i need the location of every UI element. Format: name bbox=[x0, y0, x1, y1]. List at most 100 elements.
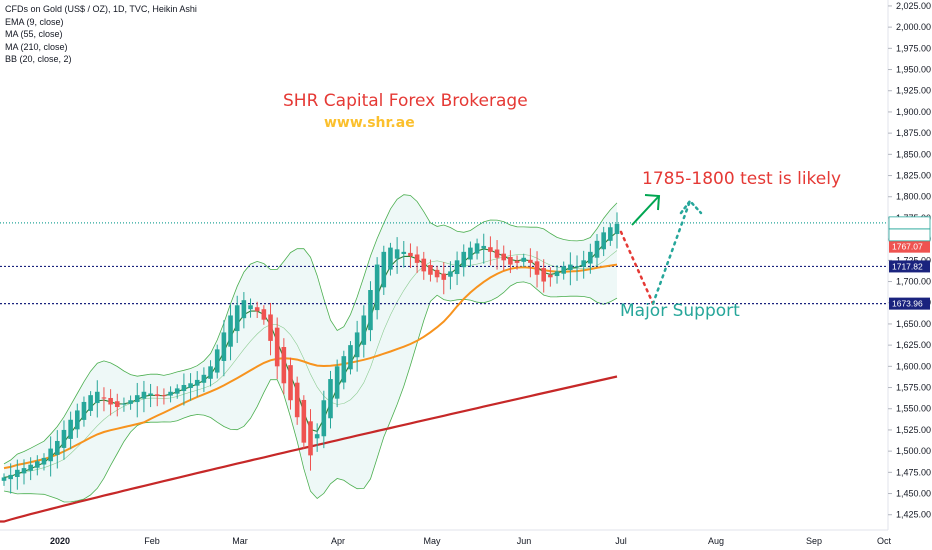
time-tick-label: Jul bbox=[615, 536, 627, 546]
time-tick-label: Jun bbox=[517, 536, 532, 546]
candle-up bbox=[174, 388, 180, 394]
candle-up bbox=[394, 249, 400, 259]
last-price-bg bbox=[889, 216, 930, 229]
candle-up bbox=[208, 366, 213, 379]
candle-down bbox=[408, 252, 413, 257]
candle-up bbox=[234, 305, 240, 332]
candle-up bbox=[521, 257, 527, 262]
candle-up bbox=[8, 474, 13, 480]
last-price-text: 1769.18 bbox=[892, 218, 923, 228]
candle-up bbox=[194, 379, 200, 386]
time-tick-label: Sep bbox=[806, 536, 822, 546]
price-tick-label: 2,025.00 bbox=[896, 1, 931, 11]
candle-down bbox=[514, 260, 520, 263]
candle-up bbox=[88, 395, 93, 411]
candle-up bbox=[588, 251, 593, 264]
candle-down bbox=[114, 401, 120, 408]
candle-up bbox=[41, 457, 47, 465]
candle-down bbox=[274, 327, 280, 367]
candle-down bbox=[281, 347, 287, 384]
current-price-bg bbox=[889, 240, 930, 253]
price-tick-label: 1,425.00 bbox=[896, 510, 931, 520]
candle-up bbox=[181, 384, 187, 392]
candle-up bbox=[461, 251, 467, 268]
candle-down bbox=[541, 268, 547, 282]
candle-up bbox=[134, 395, 140, 403]
candle-down bbox=[434, 269, 440, 278]
candle-up bbox=[594, 240, 600, 258]
candle-up bbox=[148, 393, 153, 396]
candle-up bbox=[468, 247, 473, 260]
projection-arrow-head bbox=[679, 199, 703, 215]
price-tick-label: 1,450.00 bbox=[896, 489, 931, 499]
candle-up bbox=[48, 448, 53, 462]
price-tick-label: 1,975.00 bbox=[896, 43, 931, 53]
candle-down bbox=[154, 394, 160, 397]
candle-up bbox=[614, 223, 620, 235]
candle-down bbox=[421, 258, 427, 272]
time-tick-label: Apr bbox=[331, 536, 345, 546]
projection-path bbox=[619, 194, 703, 305]
candle-down bbox=[261, 309, 267, 320]
price-tick-label: 1,900.00 bbox=[896, 107, 931, 117]
legend-ma55: MA (55, close) bbox=[5, 29, 63, 39]
candle-up bbox=[314, 434, 320, 439]
price-tick-label: 2,000.00 bbox=[896, 22, 931, 32]
time-tick-label: May bbox=[423, 536, 441, 546]
candle-up bbox=[561, 266, 566, 274]
candle-down bbox=[508, 256, 513, 265]
candle-down bbox=[528, 259, 533, 263]
candle-up bbox=[554, 271, 560, 277]
projection-up-dots bbox=[651, 199, 692, 305]
candle-up bbox=[581, 260, 586, 267]
level-2-price-bg bbox=[889, 297, 930, 310]
price-tick-label: 1,825.00 bbox=[896, 171, 931, 181]
candle-down bbox=[414, 254, 420, 263]
candle-down bbox=[101, 397, 107, 399]
candle-up bbox=[74, 410, 80, 430]
ma-55-line bbox=[3, 263, 618, 470]
price-tick-label: 1,925.00 bbox=[896, 86, 931, 96]
candle-up bbox=[35, 461, 40, 468]
current-price-text: 1767.07 bbox=[892, 242, 923, 252]
time-tick-label: Aug bbox=[708, 536, 724, 546]
candle-up bbox=[348, 345, 353, 370]
candle-up bbox=[368, 290, 373, 331]
target-arrow-head bbox=[644, 194, 661, 211]
candle-down bbox=[268, 314, 273, 341]
time-tick-label: Feb bbox=[144, 536, 160, 546]
candle-up bbox=[248, 305, 253, 310]
price-tick-label: 1,650.00 bbox=[896, 319, 931, 329]
candle-up bbox=[68, 419, 73, 439]
candle-up bbox=[381, 251, 387, 288]
candle-up bbox=[601, 232, 606, 250]
price-tag-outline bbox=[888, 228, 931, 242]
candle-up bbox=[55, 440, 60, 455]
candle-up bbox=[568, 264, 573, 270]
candle-down bbox=[501, 253, 507, 261]
legend-ma210: MA (210, close) bbox=[5, 41, 68, 52]
candle-up bbox=[388, 247, 393, 270]
candle-up bbox=[141, 391, 147, 399]
candle-up bbox=[474, 243, 480, 254]
time-tick-label: Mar bbox=[232, 536, 248, 546]
candle-down bbox=[428, 265, 433, 275]
time-tick-label: 2020 bbox=[50, 536, 70, 546]
candle-up bbox=[214, 349, 220, 373]
bollinger-band-basis bbox=[3, 250, 618, 478]
candle-up bbox=[341, 356, 347, 383]
candle-down bbox=[494, 249, 500, 258]
price-tick-label: 1,475.00 bbox=[896, 467, 931, 477]
level-1-price-text: 1717.82 bbox=[892, 261, 923, 271]
candle-up bbox=[454, 260, 460, 275]
price-tick-label: 1,850.00 bbox=[896, 149, 931, 159]
target-annotation: 1785-1800 test is likely bbox=[642, 169, 842, 189]
target-arrow-line bbox=[631, 195, 660, 226]
candle-up bbox=[448, 271, 453, 277]
candle-up bbox=[401, 251, 407, 254]
price-tags: 1769.18 09:59:17 1767.07 1717.82 1673.96 bbox=[888, 216, 931, 310]
legend-title: CFDs on Gold (US$ / OZ), 1D, TVC, Heikin… bbox=[5, 4, 197, 14]
level-1-price-bg bbox=[889, 260, 930, 273]
candle-up bbox=[94, 391, 100, 404]
